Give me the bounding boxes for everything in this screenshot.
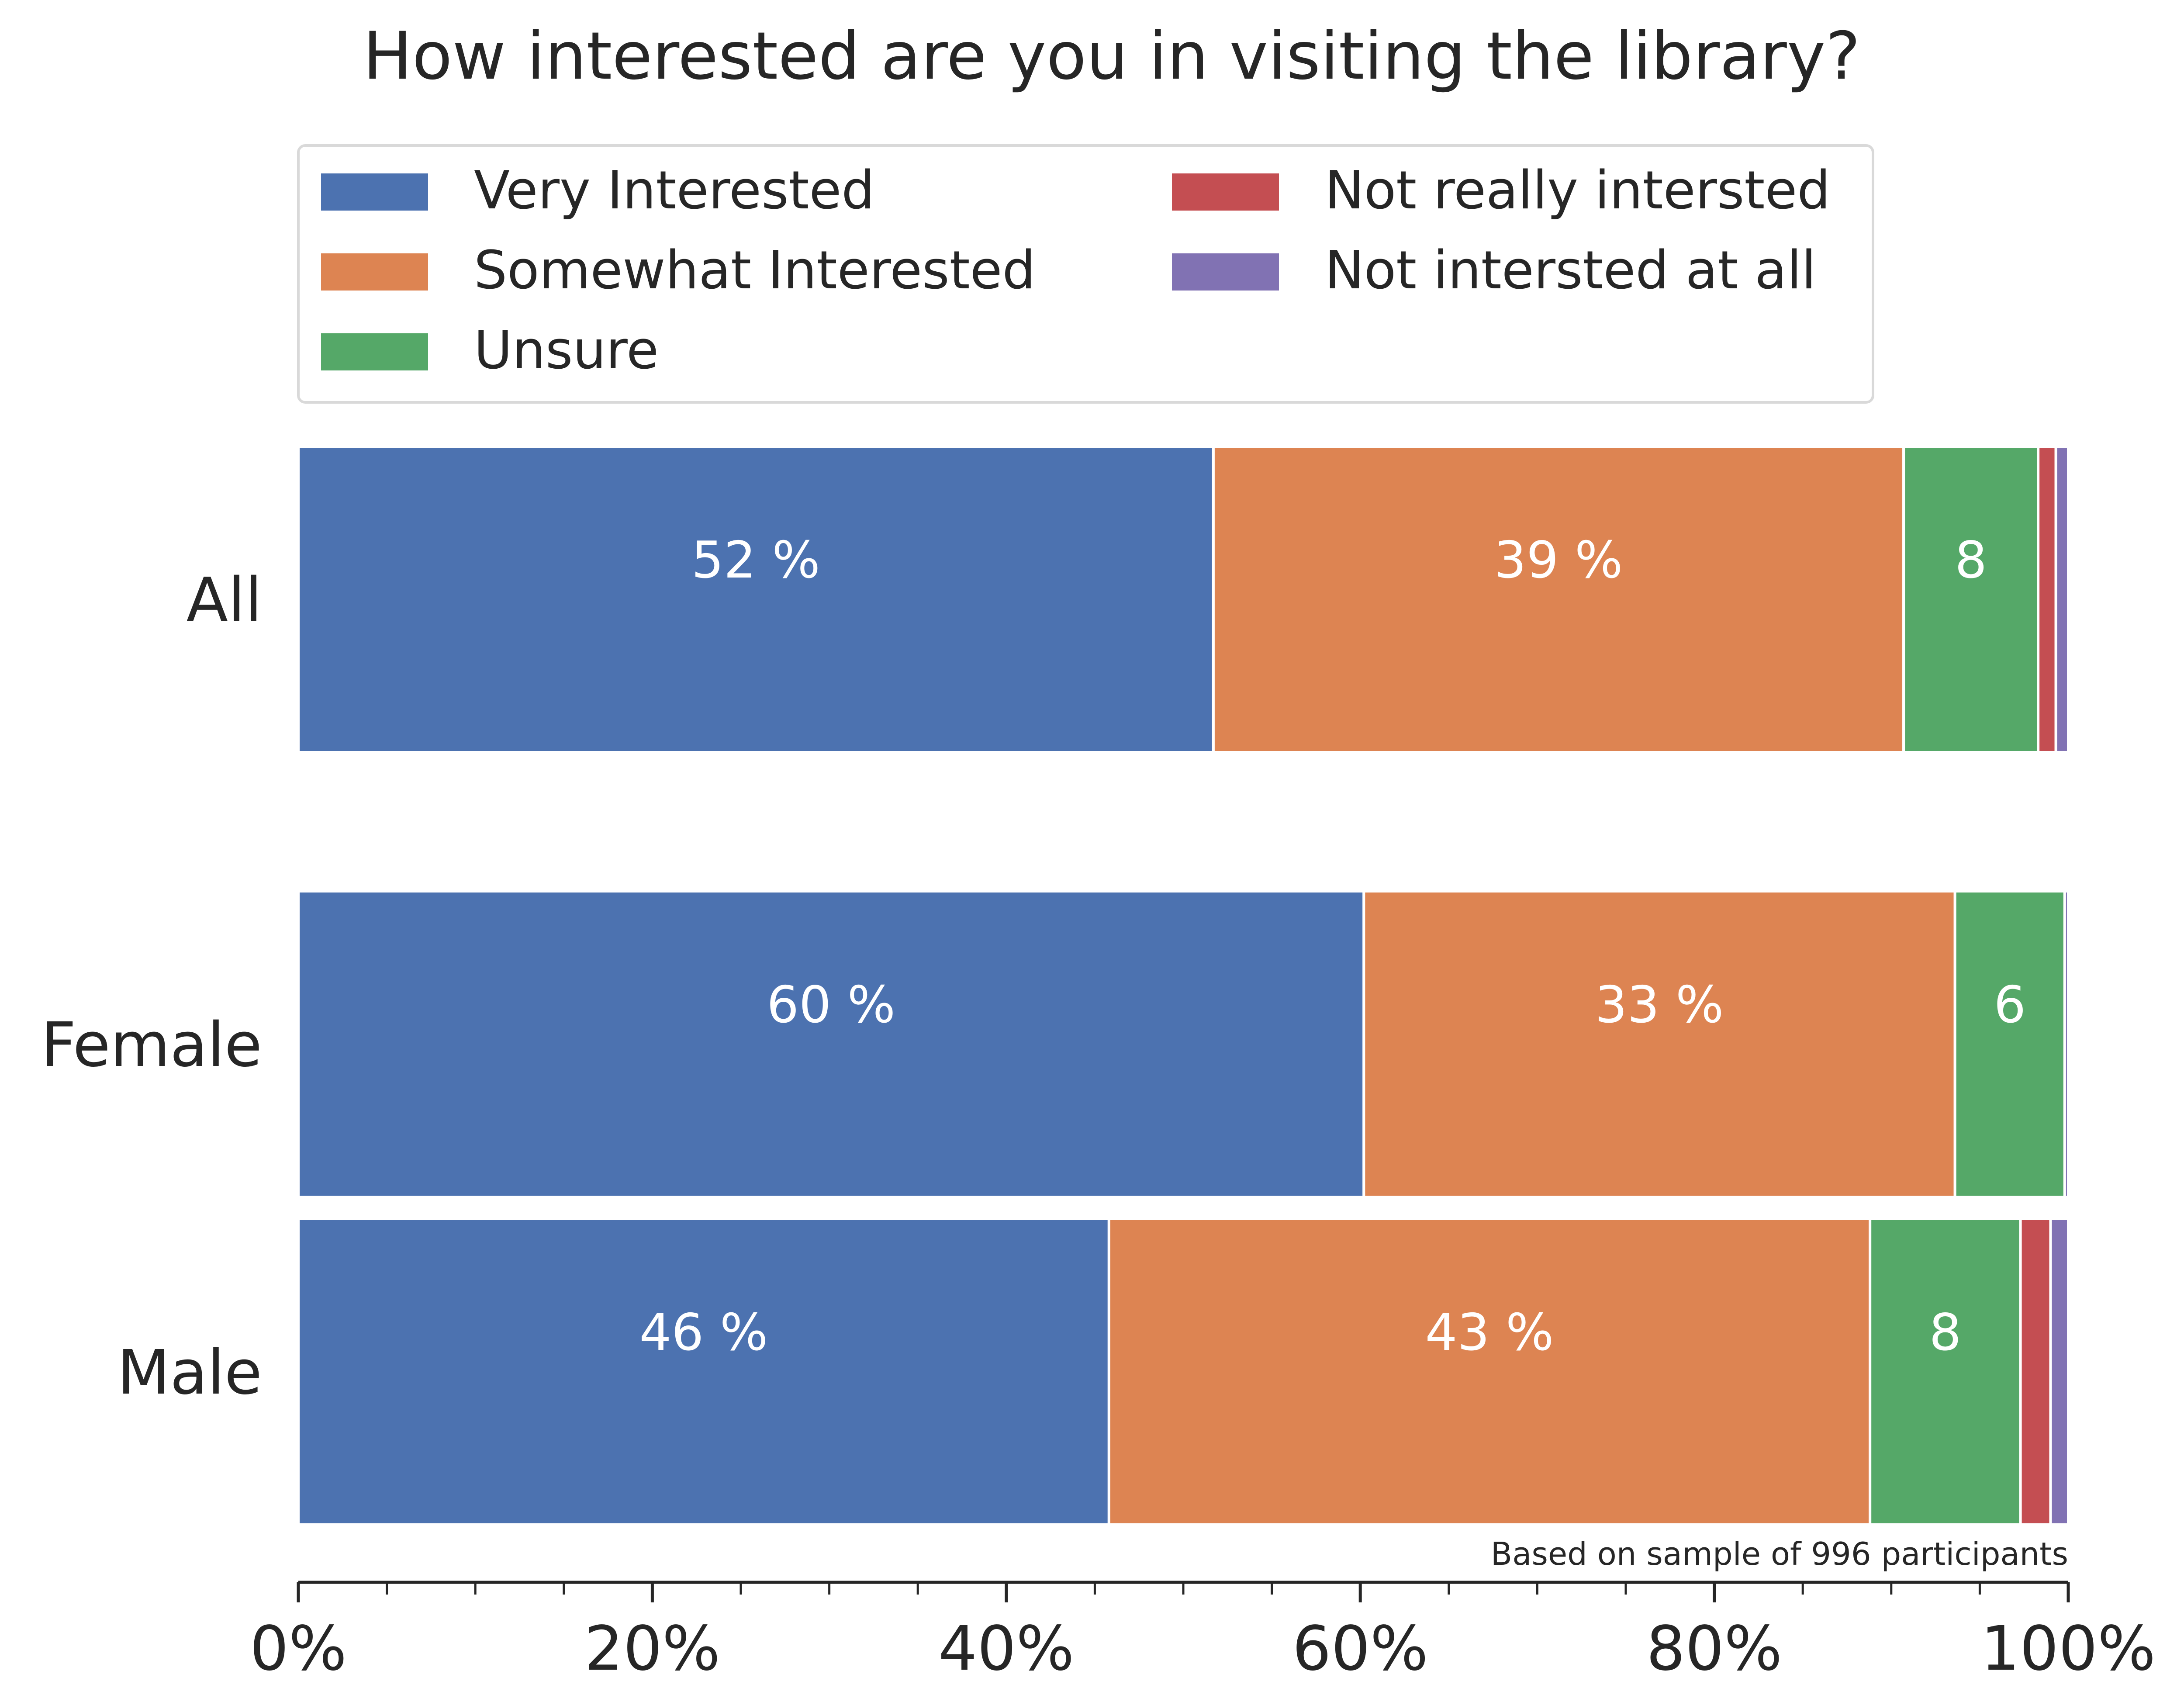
chart-title: How interested are you in visiting the l… [363,18,1860,94]
bar-value-label: 43 % [1425,1303,1554,1362]
x-axis: 0% 20% 40% 60% 80% 100% [250,1581,2156,1685]
bar-value-label: 33 % [1595,976,1724,1034]
category-labels: All Female Male [41,565,262,1408]
bars: 52 % 39 % 8 60 % 33 % 6 46 % 43 % 8 [297,445,2070,1526]
legend-label: Not intersted at all [1325,240,1816,301]
bar-segment [297,890,1365,1198]
legend-label: Very Interested [474,160,875,221]
bar-value-label: 60 % [767,976,895,1034]
category-label: All [186,565,262,636]
bar-segment [1107,1218,1872,1526]
legend-swatch [321,173,428,211]
x-tick-label: 100% [1981,1613,2156,1685]
bar-value-label: 6 [1994,976,2026,1034]
bar-segment [2019,1218,2052,1526]
bar-segment [1212,445,1905,754]
bar-value-label: 46 % [639,1303,768,1362]
legend-frame [297,144,1874,404]
bar-segment [1902,445,2040,754]
x-tick-label: 20% [584,1613,720,1685]
bar-segment [2037,445,2057,754]
x-tick-label: 80% [1646,1613,1782,1685]
bar-segment [2049,1218,2070,1526]
bar-segment [297,1218,1110,1526]
x-tick-label: 0% [250,1613,347,1685]
legend-swatch [321,333,428,370]
legend-swatch [1172,253,1279,291]
legend-swatch [1172,173,1279,211]
bar-value-label: 52 % [691,531,820,590]
bar-value-label: 39 % [1494,531,1623,590]
category-label: Male [117,1337,262,1408]
x-tick-label: 40% [938,1613,1074,1685]
bar-segment [1953,890,2066,1198]
bar-segment [2054,445,2070,754]
bar-segment [297,445,1215,754]
legend-label: Not really intersted [1325,160,1830,221]
legend-label: Unsure [474,320,659,381]
bar-value-label: 8 [1955,531,1987,590]
x-tick-label: 60% [1292,1613,1428,1685]
bar-segment [1869,1218,2022,1526]
legend-label: Somewhat Interested [474,240,1036,301]
category-label: Female [41,1010,262,1081]
bar-value-label: 8 [1929,1303,1961,1362]
sample-note: Based on sample of 996 participants [1491,1536,2068,1572]
bar-segment [1362,890,1956,1198]
legend: Very Interested Somewhat Interested Unsure… [297,144,1874,404]
legend-swatch [321,253,428,291]
bar-segment [2063,890,2070,1198]
